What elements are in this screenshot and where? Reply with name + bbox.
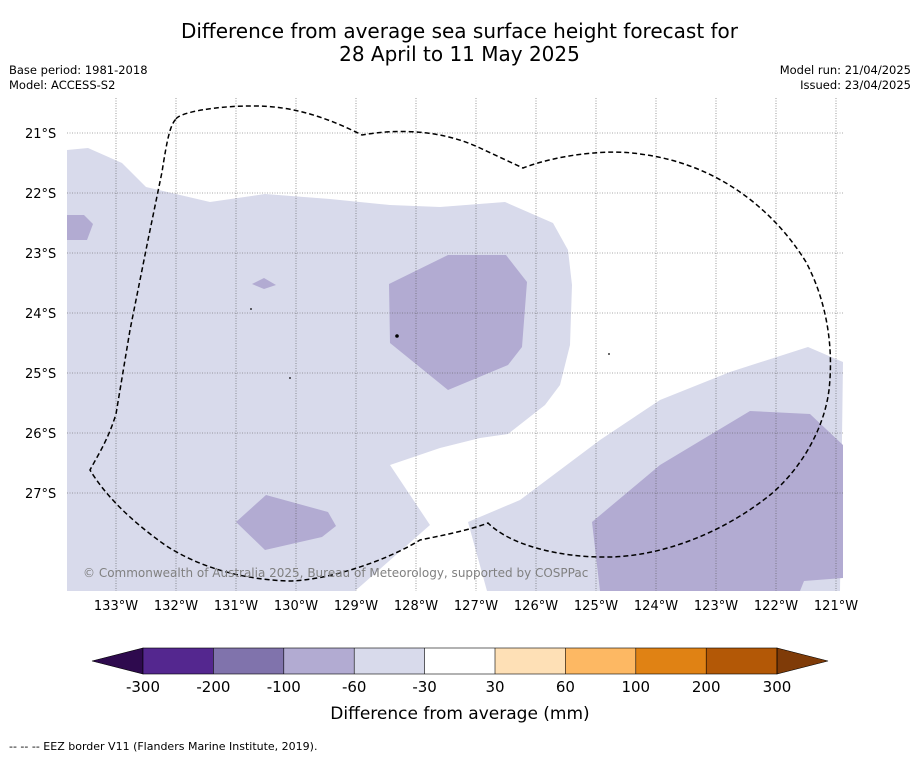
issued-date: Issued: 23/04/2025 — [800, 78, 911, 92]
map-title: Difference from average sea surface heig… — [0, 20, 919, 66]
lon-label: 123°W — [694, 599, 738, 614]
colorbar-tick: -200 — [196, 678, 230, 696]
lat-label: 26°S — [25, 427, 56, 442]
colorbar-label: Difference from average (mm) — [330, 704, 589, 724]
colorbar-tick: -30 — [412, 678, 437, 696]
anomaly-region-medium-southeast — [592, 411, 843, 591]
anomaly-region-medium-central — [389, 255, 527, 390]
anomaly-region-medium-small — [252, 278, 276, 289]
lat-label: 27°S — [25, 487, 56, 502]
lon-label: 126°W — [514, 599, 558, 614]
latitude-labels: 21°S 22°S 23°S 24°S 25°S 26°S 27°S — [25, 127, 56, 502]
lon-label: 130°W — [274, 599, 318, 614]
lat-label: 24°S — [25, 307, 56, 322]
lon-label: 133°W — [94, 599, 138, 614]
colorbar-bin — [283, 648, 355, 674]
lat-label: 21°S — [25, 127, 56, 142]
colorbar: -300 -200 -100 -60 -30 30 60 100 200 300… — [91, 647, 829, 724]
island — [608, 353, 610, 355]
colorbar-tick: -300 — [126, 678, 160, 696]
colorbar-bin — [635, 648, 707, 674]
lon-label: 131°W — [214, 599, 258, 614]
colorbar-tick: -100 — [267, 678, 301, 696]
title-line-2: 28 April to 11 May 2025 — [339, 42, 580, 66]
colorbar-ticks: -300 -200 -100 -60 -30 30 60 100 200 300 — [126, 678, 791, 696]
lat-label: 22°S — [25, 187, 56, 202]
map-plot-area: © Commonwealth of Australia 2025, Bureau… — [67, 98, 843, 591]
lon-label: 127°W — [454, 599, 498, 614]
base-period: Base period: 1981-2018 — [9, 63, 148, 77]
lon-label: 125°W — [574, 599, 618, 614]
meta-left: Base period: 1981-2018 Model: ACCESS-S2 — [9, 63, 148, 93]
colorbar-extend-low — [91, 647, 144, 675]
lat-label: 23°S — [25, 247, 56, 262]
colorbar-bin — [495, 648, 566, 674]
lon-label: 121°W — [814, 599, 858, 614]
colorbar-tick: 300 — [763, 678, 792, 696]
colorbar-tick: 100 — [621, 678, 650, 696]
colorbar-frame — [142, 647, 778, 675]
colorbar-dividers — [213, 648, 707, 674]
island — [395, 334, 399, 338]
colorbar-extend-high — [776, 647, 829, 675]
colorbar-bin — [354, 648, 425, 674]
lon-label: 124°W — [634, 599, 678, 614]
anomaly-region-medium-west — [67, 215, 93, 240]
colorbar-bin — [143, 648, 214, 674]
gridlines — [67, 98, 843, 591]
island — [250, 308, 252, 310]
model-name: Model: ACCESS-S2 — [9, 78, 116, 92]
colorbar-bin — [424, 648, 495, 674]
copyright-text: © Commonwealth of Australia 2025, Bureau… — [83, 566, 588, 580]
islands — [250, 308, 610, 379]
anomaly-region-medium-southwest — [236, 495, 336, 550]
island — [289, 377, 291, 379]
lon-label: 128°W — [394, 599, 438, 614]
eez-footnote: -- -- -- EEZ border V11 (Flanders Marine… — [9, 740, 318, 753]
title-line-1: Difference from average sea surface heig… — [180, 19, 739, 43]
colorbar-bin — [706, 648, 777, 674]
eez-border — [89, 105, 832, 582]
colorbar-tick: 200 — [692, 678, 721, 696]
colorbar-tick: 60 — [556, 678, 575, 696]
lon-label: 132°W — [154, 599, 198, 614]
model-run: Model run: 21/04/2025 — [779, 63, 911, 77]
lat-label: 25°S — [25, 367, 56, 382]
colorbar-tick: 30 — [485, 678, 504, 696]
colorbar-tick: -60 — [342, 678, 367, 696]
colorbar-bin — [565, 648, 636, 674]
lon-label: 129°W — [334, 599, 378, 614]
colorbar-bin — [213, 648, 284, 674]
longitude-labels: 133°W 132°W 131°W 130°W 129°W 128°W 127°… — [94, 599, 858, 614]
meta-right: Model run: 21/04/2025 Issued: 23/04/2025 — [780, 63, 911, 93]
lon-label: 122°W — [754, 599, 798, 614]
